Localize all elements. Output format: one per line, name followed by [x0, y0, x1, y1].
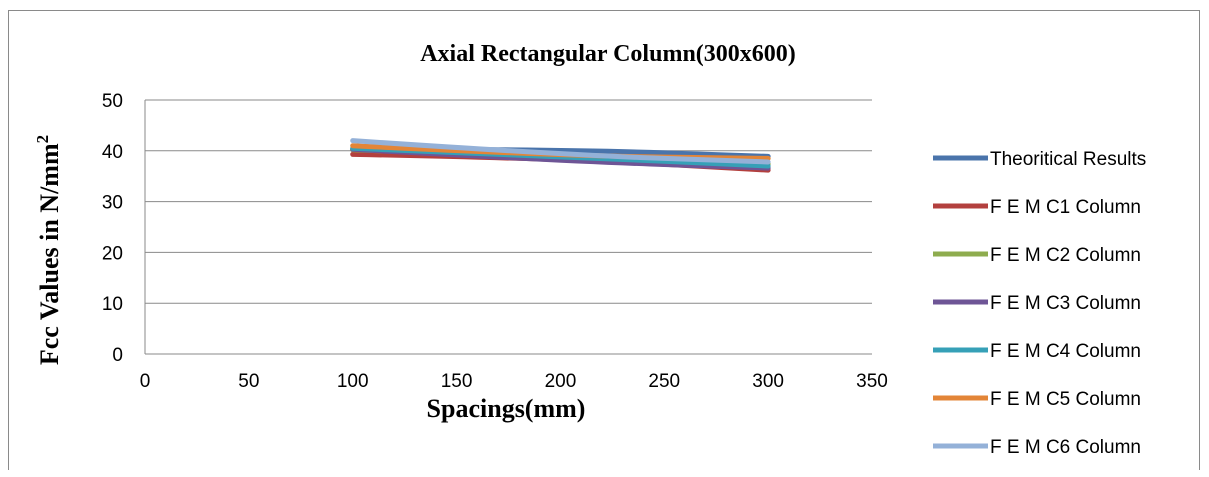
y-tick-label-40: 40 [102, 142, 123, 163]
legend: Theoritical Results F E M C1 Column F E M … [933, 149, 1146, 458]
chart-frame [8, 10, 1200, 470]
x-tick-label-0: 0 [140, 371, 151, 392]
legend-label-6: F E M C5 Column [990, 389, 1141, 410]
y-axis-title-superscript: 2 [33, 135, 52, 144]
chart-title: Axial Rectangular Column(300x600) [420, 41, 796, 67]
y-axis-title: Fcc Values in N/mm2 [33, 135, 64, 365]
series-lines [350, 138, 771, 173]
x-tick-label-50: 50 [238, 371, 259, 392]
legend-label-1: Theoritical Results [990, 149, 1146, 170]
gridlines [144, 99, 872, 355]
y-tick-label-20: 20 [102, 243, 123, 264]
legend-label-3: F E M C2 Column [990, 245, 1141, 266]
y-tick-label-10: 10 [102, 294, 123, 315]
x-tick-labels: 0 50 100 150 200 250 300 350 [140, 371, 888, 392]
legend-label-4: F E M C3 Column [990, 293, 1141, 314]
series-line-7 [350, 138, 771, 165]
y-tick-label-0: 0 [112, 345, 123, 366]
y-tick-label-50: 50 [102, 91, 123, 112]
legend-label-5: F E M C4 Column [990, 341, 1141, 362]
x-tick-label-150: 150 [441, 371, 473, 392]
x-axis-title: Spacings(mm) [427, 394, 586, 423]
legend-label-7: F E M C6 Column [990, 437, 1141, 458]
x-tick-label-100: 100 [337, 371, 369, 392]
y-tick-label-30: 30 [102, 193, 123, 214]
y-tick-labels: 0 10 20 30 40 50 [102, 91, 123, 366]
legend-label-2: F E M C1 Column [990, 197, 1141, 218]
x-tick-label-200: 200 [545, 371, 577, 392]
x-tick-label-300: 300 [752, 371, 784, 392]
y-axis-title-main: Fcc Values in N/mm [35, 143, 64, 365]
x-tick-label-250: 250 [648, 371, 680, 392]
x-tick-label-350: 350 [856, 371, 888, 392]
